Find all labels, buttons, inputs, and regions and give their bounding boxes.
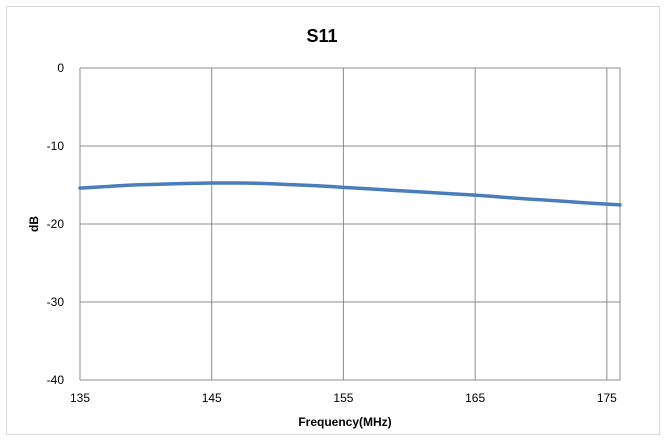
x-tick-label: 175 [597, 391, 617, 405]
y-tick-label: 0 [57, 61, 64, 75]
y-tick-label: -40 [47, 373, 65, 387]
series-layer [78, 181, 622, 207]
y-tick-label: -30 [47, 295, 65, 309]
plot-area [79, 68, 621, 381]
x-tick-label: 135 [70, 391, 90, 405]
gridlines [79, 67, 620, 381]
chart-frame [6, 6, 660, 435]
x-tick-label: 155 [333, 391, 353, 405]
x-tick-label: 145 [202, 391, 222, 405]
y-tick-label: -20 [47, 217, 65, 231]
y-axis-title: dB [27, 216, 41, 232]
x-axis-title: Frequency(MHz) [298, 415, 391, 429]
x-tick-labels: 135 145 155 165 175 [70, 391, 617, 405]
series-line [78, 181, 622, 207]
y-tick-label: -10 [47, 139, 65, 153]
x-tick-label: 165 [465, 391, 485, 405]
chart-title: S11 [306, 26, 337, 46]
y-tick-labels: 0 -10 -20 -30 -40 [47, 61, 65, 387]
